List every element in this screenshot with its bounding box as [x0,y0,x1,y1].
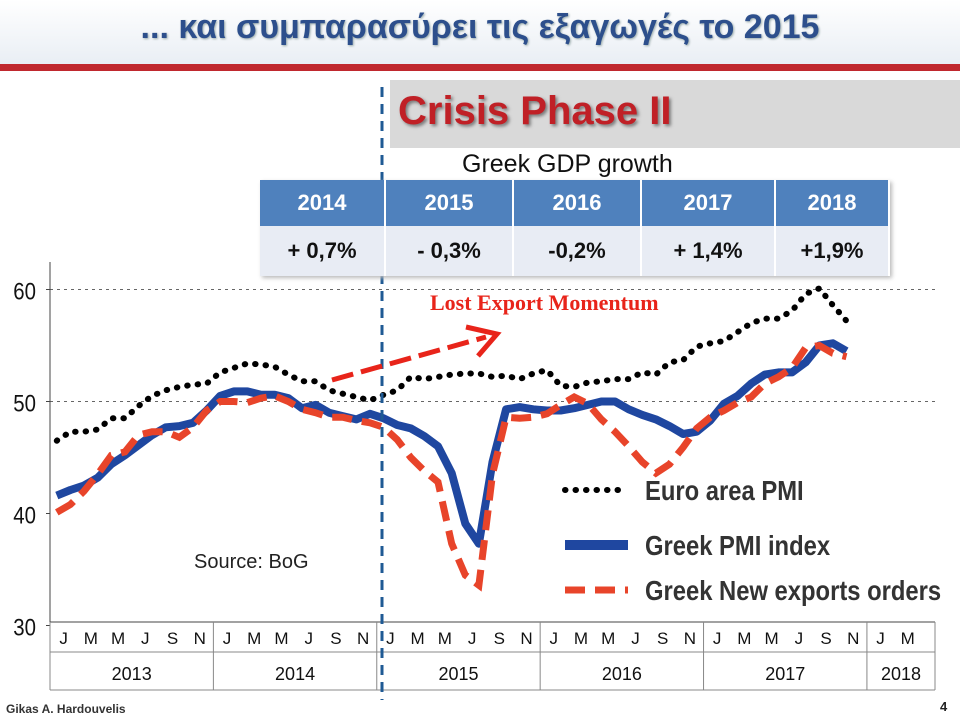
title-divider [0,64,960,71]
month-tick-label: M [411,629,425,648]
month-tick-label: M [601,629,615,648]
lost-momentum-label: Lost Export Momentum [430,290,659,315]
y-tick-label: 40 [13,502,36,529]
month-tick-label: J [304,629,313,648]
gdp-year-cell: 2014 [260,180,386,226]
momentum-arrow [331,334,487,383]
month-tick-label: J [795,629,804,648]
month-tick-label: S [167,629,178,648]
month-tick-label: M [901,629,915,648]
legend-label: Greek PMI index [645,529,831,561]
year-label: 2016 [602,664,642,684]
crisis-phase-box [390,80,960,148]
month-tick-label: S [820,629,831,648]
gdp-growth-cell: +1,9% [775,226,890,276]
month-tick-label: S [494,629,505,648]
gdp-year-cell: 2016 [513,180,642,226]
series-line-dotted [53,284,850,444]
month-tick-label: N [194,629,206,648]
month-tick-label: J [141,629,150,648]
month-tick-label: S [330,629,341,648]
slide-title: ... και συμπαρασύρει τις εξαγωγές το 201… [140,8,820,46]
title-bar [0,0,960,64]
series-line-dashed [55,341,848,592]
month-tick-label: M [438,629,452,648]
month-tick-label: J [631,629,640,648]
author-credit: Gikas A. Hardouvelis [6,702,126,716]
month-tick-label: N [684,629,696,648]
month-tick-label: M [737,629,751,648]
year-label: 2017 [765,664,805,684]
legend-label: Euro area PMI [645,474,804,506]
month-tick-label: J [59,629,68,648]
month-tick-label: M [574,629,588,648]
month-tick-label: M [84,629,98,648]
series-line-solid [55,339,849,548]
gdp-year-cell: 2017 [641,180,776,226]
gdp-year-cell: 2015 [385,180,514,226]
year-label: 2014 [275,664,315,684]
source-note: Source: BoG [194,551,309,573]
gdp-growth-cell: + 0,7% [260,226,386,276]
year-label: 2013 [112,664,152,684]
y-tick-label: 60 [13,278,36,305]
y-tick-label: 30 [13,614,36,641]
crisis-phase-label: Crisis Phase II [398,89,672,133]
month-tick-label: M [274,629,288,648]
y-tick-label: 50 [13,390,36,417]
month-tick-label: N [520,629,532,648]
gdp-growth-cell: -0,2% [513,226,642,276]
month-tick-label: N [847,629,859,648]
month-tick-label: J [550,629,559,648]
gdp-year-cell: 2018 [775,180,890,226]
month-tick-label: J [223,629,232,648]
gdp-table-title: Greek GDP growth [462,150,673,178]
month-tick-label: M [111,629,125,648]
month-tick-label: M [765,629,779,648]
momentum-arrow-head [465,324,502,358]
month-tick-label: J [713,629,722,648]
gdp-growth-cell: + 1,4% [641,226,776,276]
month-tick-label: S [657,629,668,648]
month-tick-label: M [247,629,261,648]
month-tick-label: J [468,629,477,648]
month-tick-label: N [357,629,369,648]
year-label: 2015 [438,664,478,684]
gdp-growth-cell: - 0,3% [385,226,514,276]
legend-label: Greek New exports orders [645,574,941,606]
month-tick-label: J [386,629,395,648]
month-tick-label: J [876,629,885,648]
year-label: 2018 [881,664,921,684]
gdp-growth-table: 2014 2015 2016 2017 2018 + 0,7% - 0,3% -… [260,180,890,276]
page-number: 4 [940,699,948,714]
